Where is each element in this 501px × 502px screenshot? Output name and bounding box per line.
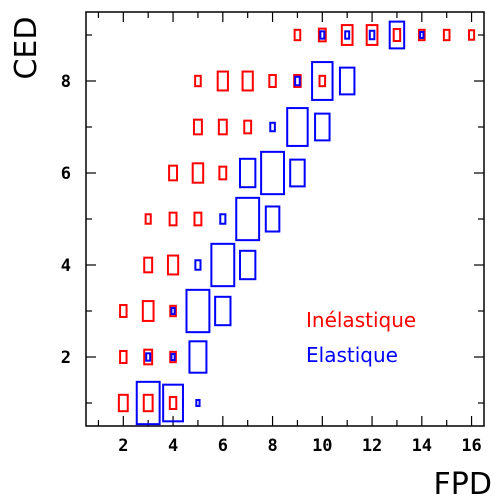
boxes — [117, 20, 476, 426]
series-elastique — [135, 20, 425, 426]
box-mark — [318, 74, 327, 88]
x-tick-label: 14 — [412, 436, 432, 456]
box-mark — [192, 118, 203, 136]
box-mark — [289, 158, 306, 188]
box-mark — [340, 24, 354, 46]
box-mark — [468, 29, 476, 41]
y-tick-label: 6 — [61, 164, 71, 184]
x-tick-label: 8 — [267, 436, 277, 456]
box-mark — [239, 249, 257, 281]
box-mark — [143, 348, 154, 366]
box-mark — [311, 61, 334, 101]
box-mark — [214, 295, 232, 327]
box-mark — [191, 162, 205, 184]
x-tick-label: 2 — [118, 436, 128, 456]
box-mark — [217, 118, 228, 136]
box-mark — [210, 242, 236, 288]
y-tick-label: 8 — [61, 72, 71, 92]
box-mark — [194, 74, 202, 88]
box-mark — [162, 383, 184, 423]
box-mark — [219, 213, 227, 225]
box-mark — [264, 205, 281, 233]
box-mark — [286, 107, 309, 147]
box-mark — [168, 211, 178, 227]
box-mark — [195, 399, 201, 407]
x-tick-label: 6 — [218, 436, 228, 456]
x-axis-title: FPD — [434, 467, 492, 502]
x-tick-label: 12 — [362, 436, 382, 456]
box-mark — [117, 393, 129, 413]
box-mark — [193, 211, 203, 227]
box-mark — [169, 304, 177, 318]
box-mark — [218, 165, 228, 181]
box-mark — [141, 300, 155, 322]
box-mark — [269, 121, 276, 133]
box-mark — [170, 353, 176, 361]
box-mark — [169, 350, 177, 364]
box-mark — [392, 28, 402, 42]
box-mark — [319, 30, 326, 40]
box-mark — [344, 30, 351, 40]
box-mark — [235, 196, 261, 242]
y-tick-label: 2 — [61, 348, 71, 368]
box-mark — [119, 350, 128, 364]
x-tick-label: 4 — [168, 436, 178, 456]
box-mark — [365, 24, 379, 46]
box-mark — [119, 304, 128, 318]
box-mark — [314, 112, 331, 142]
box-mark — [260, 150, 286, 196]
box-mark — [368, 29, 376, 41]
box-mark — [418, 28, 426, 42]
box-mark — [294, 75, 301, 87]
box-mark — [419, 31, 425, 39]
box-mark — [168, 396, 178, 410]
box-mark — [168, 164, 179, 182]
box-mark — [170, 307, 176, 315]
y-tick-labels: 2 4 6 8 — [61, 72, 71, 368]
x-tick-label: 16 — [461, 436, 481, 456]
box-mark — [243, 119, 253, 135]
box-mark — [194, 259, 202, 271]
box-mark — [293, 28, 302, 42]
box-mark — [317, 27, 327, 43]
y-tick-label: 4 — [61, 256, 71, 276]
x-tick-labels: 2 4 6 8 10 12 14 16 — [118, 436, 482, 456]
box-mark — [135, 380, 161, 426]
box-mark — [216, 70, 229, 92]
x-tick-label: 10 — [312, 436, 332, 456]
box-mark — [239, 157, 257, 189]
axis-ticks — [86, 12, 484, 426]
box-mark — [338, 66, 356, 96]
y-axis-title: CED — [9, 16, 44, 79]
legend-inelastique: Inélastique — [306, 308, 416, 332]
box-mark — [166, 254, 180, 276]
box-mark — [388, 20, 406, 50]
box-mark — [442, 28, 451, 42]
box-mark — [188, 340, 208, 374]
box-mark — [144, 213, 152, 225]
box-mark — [142, 393, 154, 413]
box-mark — [185, 288, 211, 334]
box-mark — [143, 256, 154, 274]
box-mark — [145, 352, 152, 362]
box-mark — [268, 74, 277, 88]
box-mark — [241, 70, 254, 92]
legend-elastique: Elastique — [306, 343, 398, 367]
